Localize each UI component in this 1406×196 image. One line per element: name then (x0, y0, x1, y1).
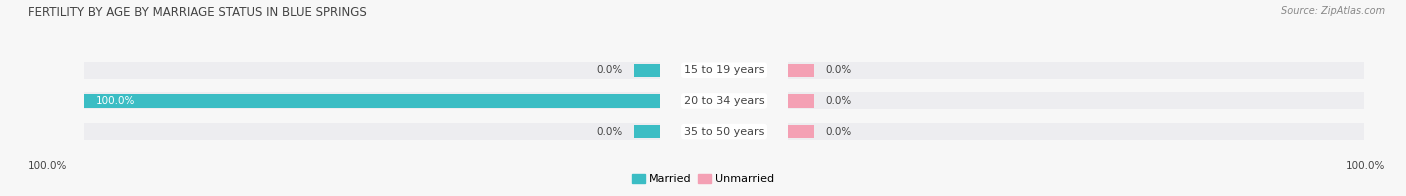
Text: FERTILITY BY AGE BY MARRIAGE STATUS IN BLUE SPRINGS: FERTILITY BY AGE BY MARRIAGE STATUS IN B… (28, 6, 367, 19)
Text: 0.0%: 0.0% (825, 96, 852, 106)
Bar (787, 94, 814, 108)
Text: 100.0%: 100.0% (96, 96, 135, 106)
Bar (787, 125, 814, 138)
Bar (787, 123, 1364, 140)
Legend: Married, Unmarried: Married, Unmarried (627, 169, 779, 189)
Text: 100.0%: 100.0% (1346, 161, 1385, 171)
Bar (84, 123, 659, 140)
Bar (787, 62, 1364, 79)
Text: 0.0%: 0.0% (825, 127, 852, 137)
Text: Source: ZipAtlas.com: Source: ZipAtlas.com (1281, 6, 1385, 16)
Text: 15 to 19 years: 15 to 19 years (683, 65, 765, 75)
Text: 20 to 34 years: 20 to 34 years (683, 96, 765, 106)
Text: 0.0%: 0.0% (596, 65, 623, 75)
Bar (84, 93, 659, 109)
Text: 100.0%: 100.0% (28, 161, 67, 171)
Bar (787, 93, 1364, 109)
Text: 0.0%: 0.0% (825, 65, 852, 75)
Bar (634, 125, 659, 138)
Bar (634, 64, 659, 77)
Text: 35 to 50 years: 35 to 50 years (683, 127, 765, 137)
Bar (84, 62, 659, 79)
Bar (84, 94, 659, 108)
Bar (787, 64, 814, 77)
Text: 0.0%: 0.0% (596, 127, 623, 137)
